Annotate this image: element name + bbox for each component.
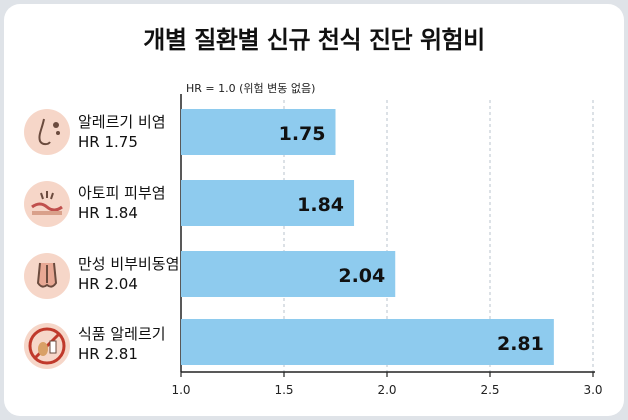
skin-icon [24,181,70,227]
bar-value-label: 2.81 [497,333,544,355]
category-label: 아토피 피부염 HR 1.84 [78,184,166,222]
bar-value-label: 2.04 [338,265,385,287]
reference-note: HR = 1.0 (위험 변동 없음) [186,82,316,95]
bar-value-label: 1.75 [279,123,326,145]
x-tick-label: 1.5 [274,383,293,397]
chart-title: 개별 질환별 신규 천식 진단 위험비 [143,26,485,54]
nose-icon [24,109,70,155]
x-tick-label: 3.0 [583,383,602,397]
food-allergy-icon [24,323,70,369]
x-tick-label: 1.0 [171,383,190,397]
x-tick-label: 2.0 [377,383,396,397]
sinus-icon [24,253,70,299]
category-label: 만성 비부비동염 HR 2.04 [78,255,180,293]
category-label: 식품 알레르기 HR 2.81 [78,325,166,363]
category-label: 알레르기 비염 HR 1.75 [78,113,166,151]
bar [181,251,396,297]
bar [181,109,336,155]
bar [181,180,355,226]
x-tick-label: 2.5 [480,383,499,397]
bar-value-label: 1.84 [297,194,344,216]
bar [181,319,554,365]
